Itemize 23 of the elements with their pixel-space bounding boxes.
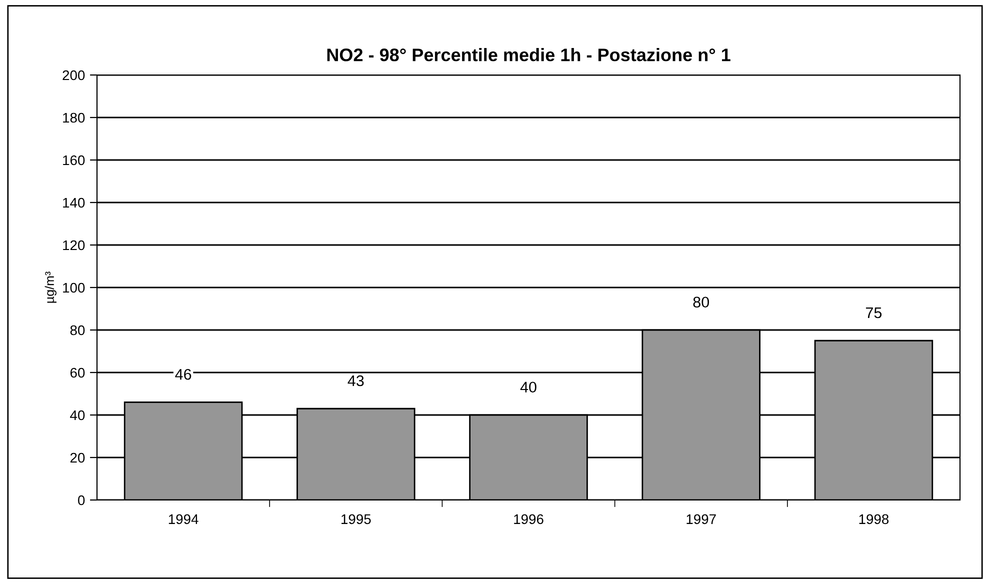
chart-title: NO2 - 98° Percentile medie 1h - Postazione n° 1 (327, 48, 730, 62)
data-label: 46 (175, 368, 192, 380)
y-tick-label: 200 (62, 70, 85, 80)
y-tick-label: 180 (63, 112, 85, 123)
x-tick-label: 1998 (859, 514, 889, 524)
y-tick-label: 120 (63, 240, 85, 250)
data-label: 40 (520, 382, 536, 393)
y-tick-label: 0 (78, 495, 85, 506)
y-tick-label: 60 (70, 368, 85, 378)
data-label: 80 (693, 296, 709, 308)
x-tick-label: 1994 (168, 514, 198, 524)
data-label: 75 (866, 308, 882, 318)
y-tick-label: 80 (70, 325, 85, 336)
x-tick-label: 1996 (514, 514, 544, 524)
data-label: 43 (348, 375, 364, 386)
x-tick-label: 1995 (342, 514, 371, 524)
x-tick-label: 1997 (686, 514, 716, 524)
y-tick-label: 100 (63, 282, 85, 293)
y-tick-label: 160 (63, 155, 85, 166)
y-tick-label: 140 (63, 198, 85, 208)
y-tick-label: 40 (70, 410, 85, 420)
y-axis-title: µg/m³ (44, 272, 56, 303)
y-tick-label: 20 (70, 452, 85, 463)
